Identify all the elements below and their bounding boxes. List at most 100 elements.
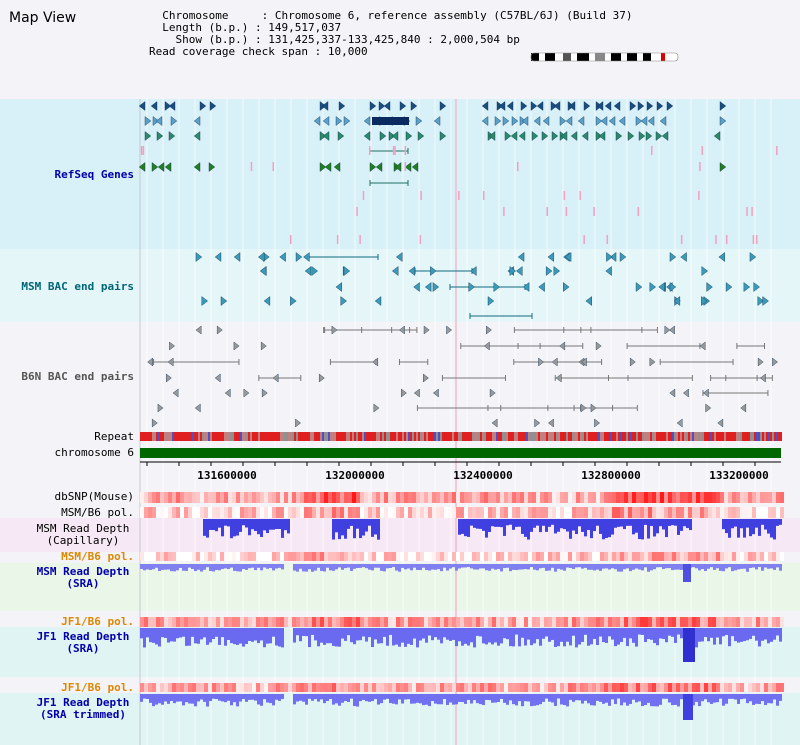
label-refseq-genes[interactable]: RefSeq Genes — [54, 168, 134, 181]
heat-cell — [236, 492, 240, 503]
label-b6n-bac-end-pairs[interactable]: B6N BAC end pairs — [21, 370, 134, 383]
depth-bar — [533, 519, 536, 528]
feature-glyph — [563, 282, 570, 292]
heat-cell — [508, 507, 512, 518]
depth-bar — [143, 694, 146, 699]
heat-cell — [676, 552, 680, 561]
depth-bar — [389, 564, 392, 569]
depth-bar — [485, 628, 488, 645]
feature-glyph — [595, 341, 602, 351]
ideogram-band — [545, 53, 555, 61]
depth-bar — [749, 519, 752, 537]
heat-cell — [352, 492, 356, 503]
heat-cell — [452, 617, 456, 627]
depth-bar — [632, 628, 635, 643]
depth-bar — [320, 564, 323, 571]
feature-glyph — [486, 325, 492, 335]
depth-bar — [482, 694, 485, 706]
depth-bar — [215, 694, 218, 700]
heat-cell — [608, 507, 612, 518]
depth-bar — [632, 564, 635, 570]
depth-bar — [332, 628, 335, 646]
heat-cell — [612, 507, 616, 518]
depth-bar — [608, 519, 611, 538]
repeat-segment — [704, 432, 706, 441]
depth-bar — [578, 694, 581, 701]
repeat-segment — [542, 432, 544, 441]
depth-bar — [158, 628, 161, 647]
heat-cell — [656, 507, 660, 518]
heat-cell — [208, 492, 212, 503]
heat-cell — [772, 617, 776, 627]
depth-bar — [257, 519, 260, 535]
depth-bar — [293, 564, 296, 571]
heat-cell — [272, 492, 276, 503]
label-msm-b6-pol-1: MSM/B6 pol. — [61, 506, 134, 519]
depth-bar — [275, 519, 278, 529]
heat-cell — [164, 683, 168, 692]
depth-bar — [449, 628, 452, 641]
repeat-segment — [572, 432, 574, 441]
heat-cell — [624, 492, 628, 503]
heat-cell — [412, 492, 416, 503]
heat-cell — [144, 492, 148, 503]
feature-glyph — [259, 266, 267, 276]
heat-cell — [544, 552, 548, 561]
heat-cell — [528, 617, 532, 627]
heat-cell — [176, 617, 180, 627]
depth-bar — [731, 564, 734, 572]
depth-bar — [404, 694, 407, 700]
heat-cell — [300, 552, 304, 561]
depth-bar — [176, 628, 179, 639]
heat-cell — [284, 552, 288, 561]
feature-glyph — [635, 116, 643, 126]
heat-cell — [436, 552, 440, 561]
depth-bar — [773, 519, 776, 540]
depth-bar — [347, 628, 350, 636]
heat-cell — [776, 492, 780, 503]
heat-cell — [516, 617, 520, 627]
depth-spike — [683, 628, 695, 662]
heat-cell — [448, 683, 452, 692]
repeat-segment — [182, 432, 184, 441]
label-repeat: Repeat — [94, 430, 134, 443]
heat-cell — [280, 492, 284, 503]
feature-glyph — [673, 296, 681, 306]
feature-glyph — [619, 252, 627, 262]
heat-cell — [316, 683, 320, 692]
depth-bar — [509, 564, 512, 572]
depth-bar — [599, 564, 602, 571]
feature-glyph — [489, 388, 496, 398]
heat-cell — [460, 492, 464, 503]
gene-exon — [336, 235, 339, 244]
feature-glyph — [279, 252, 286, 262]
repeat-segment — [590, 432, 592, 441]
depth-bar — [740, 564, 743, 569]
repeat-segment — [442, 432, 444, 441]
repeat-segment — [460, 432, 462, 441]
depth-bar — [569, 519, 572, 539]
depth-bar — [548, 694, 551, 702]
heat-cell — [724, 507, 728, 518]
feature-glyph — [417, 131, 425, 141]
heat-cell — [600, 552, 604, 561]
heat-cell — [736, 507, 740, 518]
depth-bar — [152, 564, 155, 570]
depth-bar — [377, 694, 380, 705]
repeat-segment — [694, 432, 696, 441]
ideogram-band — [595, 53, 605, 61]
heat-cell — [604, 552, 608, 561]
heat-cell — [452, 683, 456, 692]
depth-bar — [593, 519, 596, 532]
depth-bar — [401, 694, 404, 704]
heat-cell — [700, 507, 704, 518]
heat-cell — [412, 683, 416, 692]
heat-cell — [540, 683, 544, 692]
label-msm-bac-end-pairs[interactable]: MSM BAC end pairs — [21, 280, 134, 293]
depth-bar — [227, 564, 230, 570]
heat-cell — [596, 683, 600, 692]
repeat-segment — [148, 432, 150, 441]
depth-bar — [599, 519, 602, 534]
heat-cell — [184, 492, 188, 503]
